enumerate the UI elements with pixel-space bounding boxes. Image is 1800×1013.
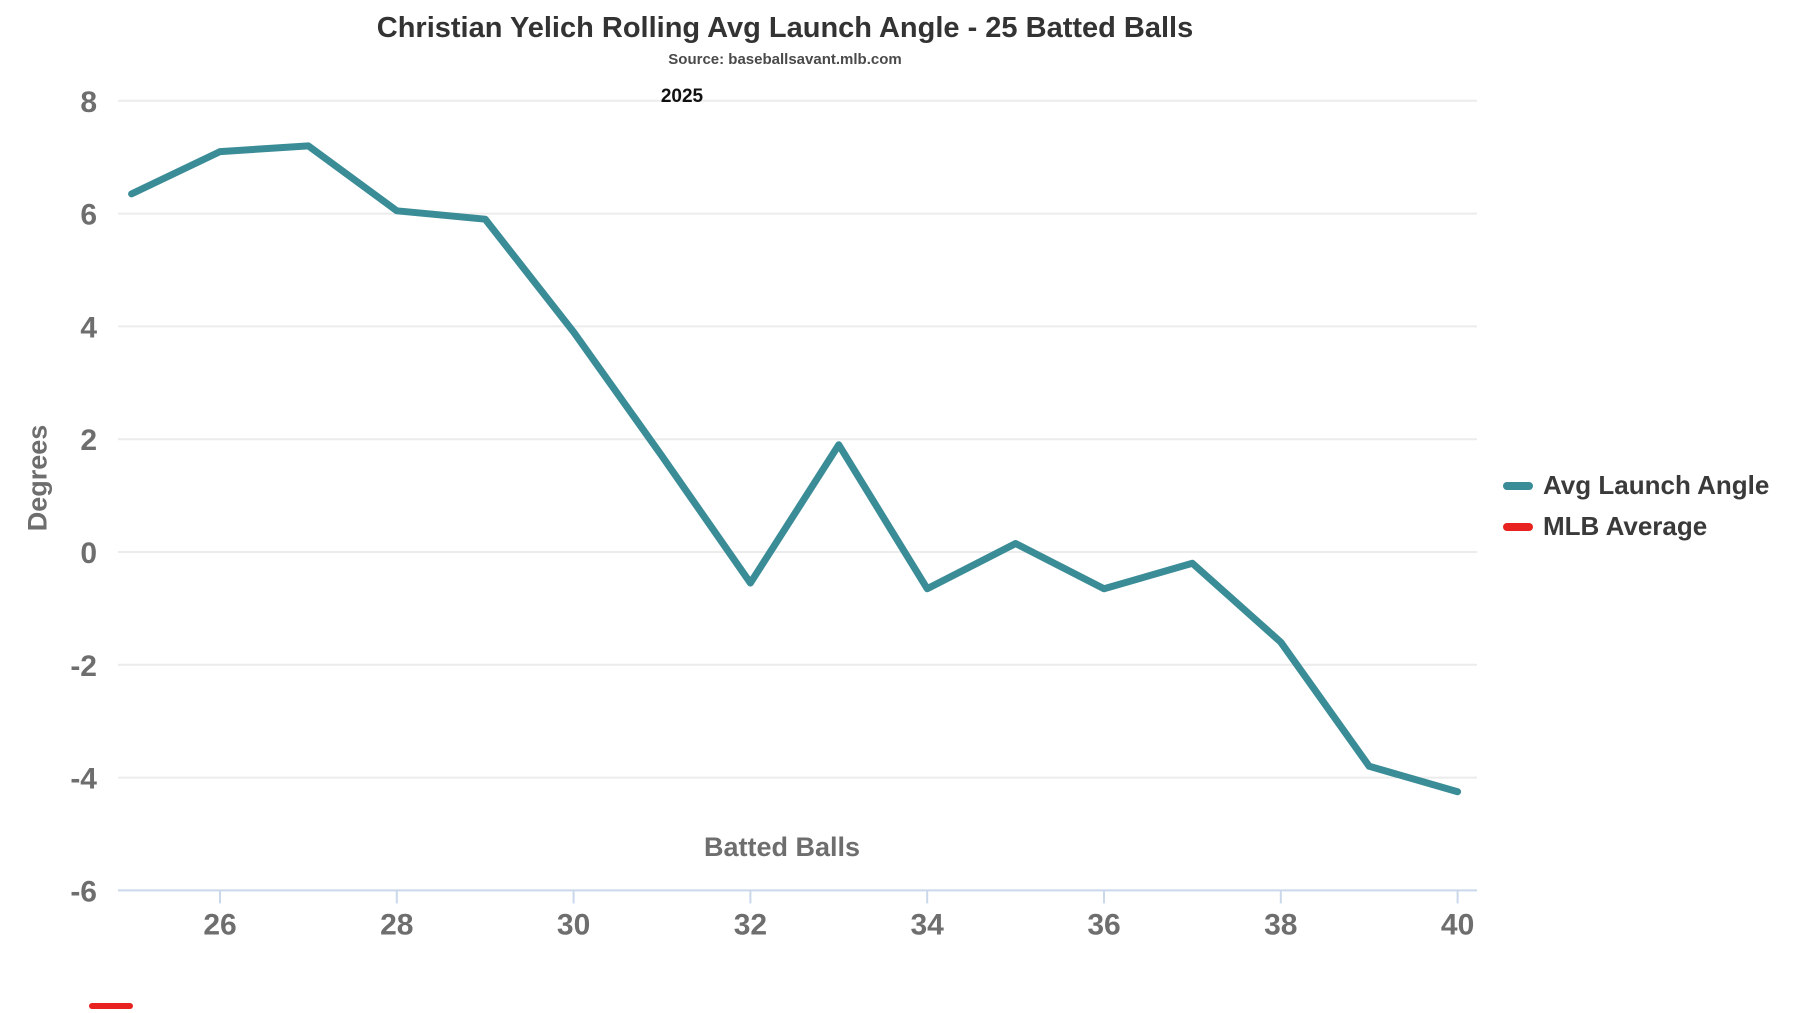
- x-axis-ticks: [219, 890, 1459, 904]
- legend: Avg Launch Angle MLB Average: [1503, 470, 1769, 542]
- season-annotation: 2025: [660, 86, 704, 107]
- mlb-average-swatch-icon: [1503, 522, 1533, 531]
- legend-label: MLB Average: [1543, 511, 1708, 541]
- legend-item-mlb-average: MLB Average: [1503, 511, 1769, 542]
- y-tick-label: 6: [80, 199, 97, 232]
- legend-item-avg-launch-angle: Avg Launch Angle: [1503, 470, 1769, 501]
- x-tick-label: 40: [1441, 908, 1474, 941]
- x-tick-label: 36: [1087, 908, 1120, 941]
- avg-launch-angle-series-line: [128, 142, 1462, 796]
- chart-subtitle-source: Source: baseballsavant.mlb.com: [668, 51, 902, 68]
- x-tick-label: 28: [380, 908, 413, 941]
- chart-title: Christian Yelich Rolling Avg Launch Angl…: [376, 12, 1194, 44]
- x-tick-label: 34: [911, 908, 945, 941]
- y-tick-label: 0: [80, 537, 97, 570]
- x-tick-label: 26: [203, 908, 236, 941]
- y-axis-title: Degrees: [22, 424, 53, 532]
- y-tick-label: -2: [70, 650, 97, 683]
- y-tick-label: -4: [70, 763, 97, 796]
- x-axis-title: Batted Balls: [703, 832, 861, 862]
- gridlines: [118, 99, 1477, 779]
- y-tick-label: 8: [80, 86, 97, 119]
- y-axis-tick-labels: 8 6 4 2 0 -2 -4 -6: [70, 86, 97, 909]
- x-tick-label: 38: [1264, 908, 1297, 941]
- x-tick-label: 32: [734, 908, 767, 941]
- legend-label: Avg Launch Angle: [1543, 470, 1770, 500]
- y-tick-label: -6: [70, 875, 97, 908]
- avg-launch-angle-swatch-icon: [1503, 481, 1533, 490]
- y-tick-label: 2: [80, 424, 97, 457]
- y-tick-label: 4: [80, 311, 97, 344]
- x-tick-label: 30: [557, 908, 590, 941]
- x-axis-tick-labels: 26 28 30 32 34 36 38 40: [203, 908, 1474, 941]
